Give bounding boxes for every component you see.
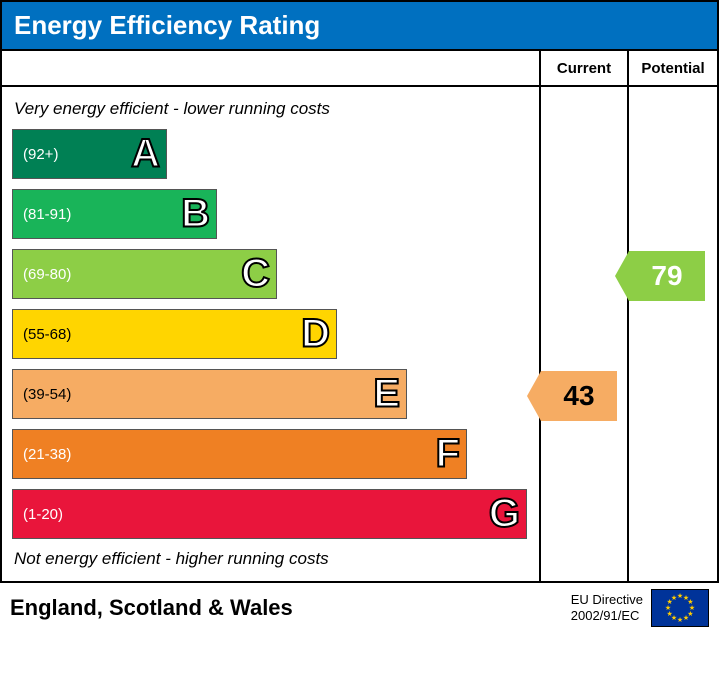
band-row-b: (81-91) B bbox=[2, 187, 539, 241]
eu-flag-icon: ★★★★★★★★★★★★ bbox=[651, 589, 709, 627]
band-letter-c: C bbox=[241, 252, 270, 297]
band-letter-f: F bbox=[436, 432, 460, 477]
marker-arrow-current bbox=[527, 371, 541, 421]
band-row-a: (92+) A bbox=[2, 127, 539, 181]
chart-table: Very energy efficient - lower running co… bbox=[0, 49, 719, 583]
column-potential-head: Potential bbox=[629, 51, 717, 87]
band-letter-g: G bbox=[489, 492, 520, 537]
band-range-c: (69-80) bbox=[13, 266, 71, 283]
bands-body: Very energy efficient - lower running co… bbox=[2, 87, 539, 581]
column-potential: Potential 79 bbox=[629, 51, 717, 581]
chart-title: Energy Efficiency Rating bbox=[0, 0, 719, 49]
band-range-d: (55-68) bbox=[13, 326, 71, 343]
eu-star: ★ bbox=[671, 594, 677, 602]
band-bar-e: (39-54) E bbox=[12, 369, 407, 419]
band-range-f: (21-38) bbox=[13, 446, 71, 463]
column-bands: Very energy efficient - lower running co… bbox=[2, 51, 541, 581]
marker-potential: 79 bbox=[615, 251, 705, 301]
band-row-e: (39-54) E bbox=[2, 367, 539, 421]
band-row-g: (1-20) G bbox=[2, 487, 539, 541]
column-bands-head bbox=[2, 51, 539, 87]
band-bar-d: (55-68) D bbox=[12, 309, 337, 359]
band-letter-e: E bbox=[373, 372, 400, 417]
desc-inefficient: Not energy efficient - higher running co… bbox=[2, 541, 539, 577]
band-bar-a: (92+) A bbox=[12, 129, 167, 179]
column-current: Current 43 bbox=[541, 51, 629, 581]
column-current-head: Current bbox=[541, 51, 627, 87]
band-row-c: (69-80) C bbox=[2, 247, 539, 301]
band-range-b: (81-91) bbox=[13, 206, 71, 223]
band-bar-b: (81-91) B bbox=[12, 189, 217, 239]
marker-current: 43 bbox=[527, 371, 617, 421]
band-bar-f: (21-38) F bbox=[12, 429, 467, 479]
band-letter-a: A bbox=[131, 132, 160, 177]
marker-value-current: 43 bbox=[541, 371, 617, 421]
region-label: England, Scotland & Wales bbox=[10, 595, 571, 621]
marker-arrow-potential bbox=[615, 251, 629, 301]
band-row-f: (21-38) F bbox=[2, 427, 539, 481]
epc-chart: Energy Efficiency Rating Very energy eff… bbox=[0, 0, 719, 675]
band-bar-c: (69-80) C bbox=[12, 249, 277, 299]
band-letter-d: D bbox=[301, 312, 330, 357]
eu-star: ★ bbox=[677, 616, 683, 624]
marker-value-potential: 79 bbox=[629, 251, 705, 301]
desc-efficient: Very energy efficient - lower running co… bbox=[2, 95, 539, 127]
band-letter-b: B bbox=[181, 192, 210, 237]
eu-star: ★ bbox=[683, 614, 689, 622]
band-range-g: (1-20) bbox=[13, 506, 63, 523]
band-bar-g: (1-20) G bbox=[12, 489, 527, 539]
band-range-e: (39-54) bbox=[13, 386, 71, 403]
band-row-d: (55-68) D bbox=[2, 307, 539, 361]
band-range-a: (92+) bbox=[13, 146, 58, 163]
